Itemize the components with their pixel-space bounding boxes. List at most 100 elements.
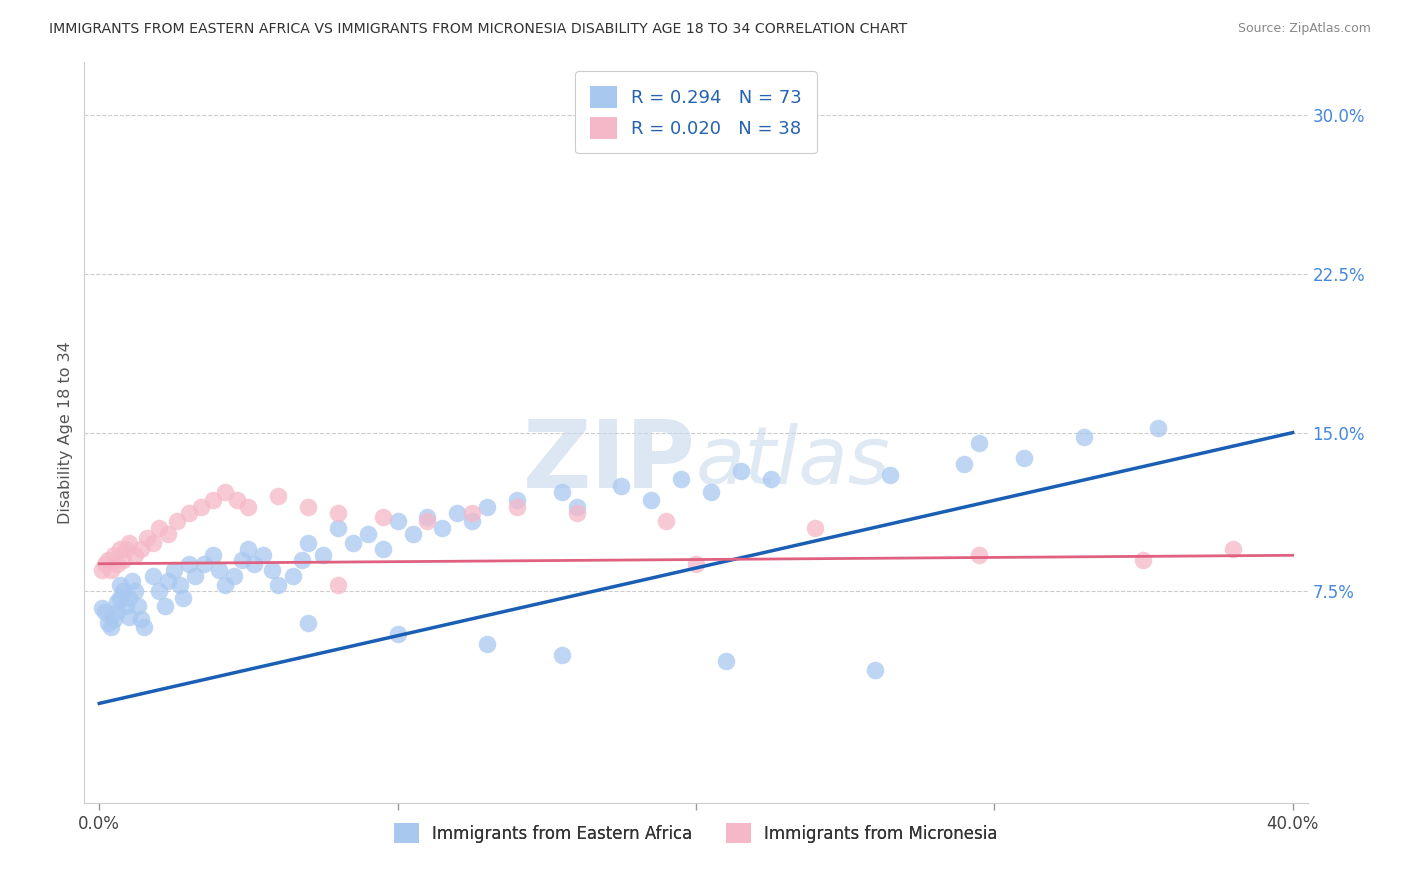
- Point: [1147, 421, 1170, 435]
- Point: [105, 595, 128, 609]
- Point: [201, 493, 224, 508]
- Point: [730, 464, 752, 478]
- Point: [177, 557, 200, 571]
- Point: [1222, 541, 1244, 556]
- Point: [201, 549, 224, 563]
- Point: [184, 569, 207, 583]
- Point: [124, 549, 146, 563]
- Y-axis label: Disability Age 18 to 34: Disability Age 18 to 34: [58, 342, 73, 524]
- Point: [91, 563, 114, 577]
- Point: [132, 620, 155, 634]
- Point: [432, 521, 454, 535]
- Point: [136, 532, 159, 546]
- Point: [214, 484, 236, 499]
- Point: [267, 578, 290, 592]
- Point: [565, 500, 588, 514]
- Point: [297, 500, 319, 514]
- Text: IMMIGRANTS FROM EASTERN AFRICA VS IMMIGRANTS FROM MICRONESIA DISABILITY AGE 18 T: IMMIGRANTS FROM EASTERN AFRICA VS IMMIGR…: [49, 22, 907, 37]
- Point: [153, 599, 176, 613]
- Point: [863, 663, 886, 677]
- Point: [103, 612, 125, 626]
- Point: [127, 599, 149, 613]
- Point: [163, 563, 186, 577]
- Point: [94, 606, 117, 620]
- Point: [551, 648, 574, 662]
- Point: [312, 549, 335, 563]
- Point: [172, 591, 194, 605]
- Point: [166, 515, 188, 529]
- Point: [115, 599, 138, 613]
- Point: [105, 606, 128, 620]
- Point: [108, 591, 131, 605]
- Point: [416, 515, 439, 529]
- Point: [108, 541, 131, 556]
- Point: [291, 552, 314, 566]
- Point: [124, 584, 146, 599]
- Point: [685, 557, 707, 571]
- Point: [953, 458, 976, 472]
- Point: [97, 552, 120, 566]
- Point: [655, 515, 678, 529]
- Point: [222, 569, 245, 583]
- Point: [142, 569, 165, 583]
- Point: [156, 574, 179, 588]
- Point: [231, 552, 253, 566]
- Point: [446, 506, 468, 520]
- Point: [371, 541, 394, 556]
- Point: [506, 493, 529, 508]
- Point: [118, 591, 141, 605]
- Point: [326, 521, 349, 535]
- Point: [103, 549, 125, 563]
- Point: [112, 584, 135, 599]
- Point: [94, 557, 117, 571]
- Point: [565, 506, 588, 520]
- Point: [297, 535, 319, 549]
- Point: [1073, 430, 1095, 444]
- Point: [177, 506, 200, 520]
- Point: [669, 472, 692, 486]
- Point: [371, 510, 394, 524]
- Point: [193, 557, 215, 571]
- Point: [387, 626, 409, 640]
- Point: [804, 521, 827, 535]
- Point: [262, 563, 284, 577]
- Point: [252, 549, 274, 563]
- Point: [225, 493, 247, 508]
- Point: [190, 500, 212, 514]
- Point: [1132, 552, 1154, 566]
- Point: [416, 510, 439, 524]
- Point: [238, 500, 260, 514]
- Point: [207, 563, 229, 577]
- Point: [148, 584, 170, 599]
- Point: [326, 578, 349, 592]
- Point: [91, 601, 114, 615]
- Point: [640, 493, 662, 508]
- Point: [461, 506, 484, 520]
- Point: [214, 578, 236, 592]
- Legend: Immigrants from Eastern Africa, Immigrants from Micronesia: Immigrants from Eastern Africa, Immigran…: [388, 816, 1004, 850]
- Point: [142, 535, 165, 549]
- Point: [118, 609, 141, 624]
- Point: [118, 535, 141, 549]
- Point: [115, 541, 138, 556]
- Point: [112, 552, 135, 566]
- Point: [243, 557, 266, 571]
- Point: [129, 541, 152, 556]
- Text: atlas: atlas: [696, 423, 891, 501]
- Point: [121, 574, 143, 588]
- Point: [156, 527, 179, 541]
- Point: [759, 472, 782, 486]
- Point: [238, 541, 260, 556]
- Point: [610, 478, 633, 492]
- Point: [551, 484, 574, 499]
- Point: [108, 578, 131, 592]
- Point: [297, 615, 319, 630]
- Point: [283, 569, 305, 583]
- Point: [700, 484, 723, 499]
- Text: Source: ZipAtlas.com: Source: ZipAtlas.com: [1237, 22, 1371, 36]
- Point: [148, 521, 170, 535]
- Point: [506, 500, 529, 514]
- Point: [475, 500, 498, 514]
- Point: [969, 436, 991, 450]
- Point: [1012, 450, 1035, 465]
